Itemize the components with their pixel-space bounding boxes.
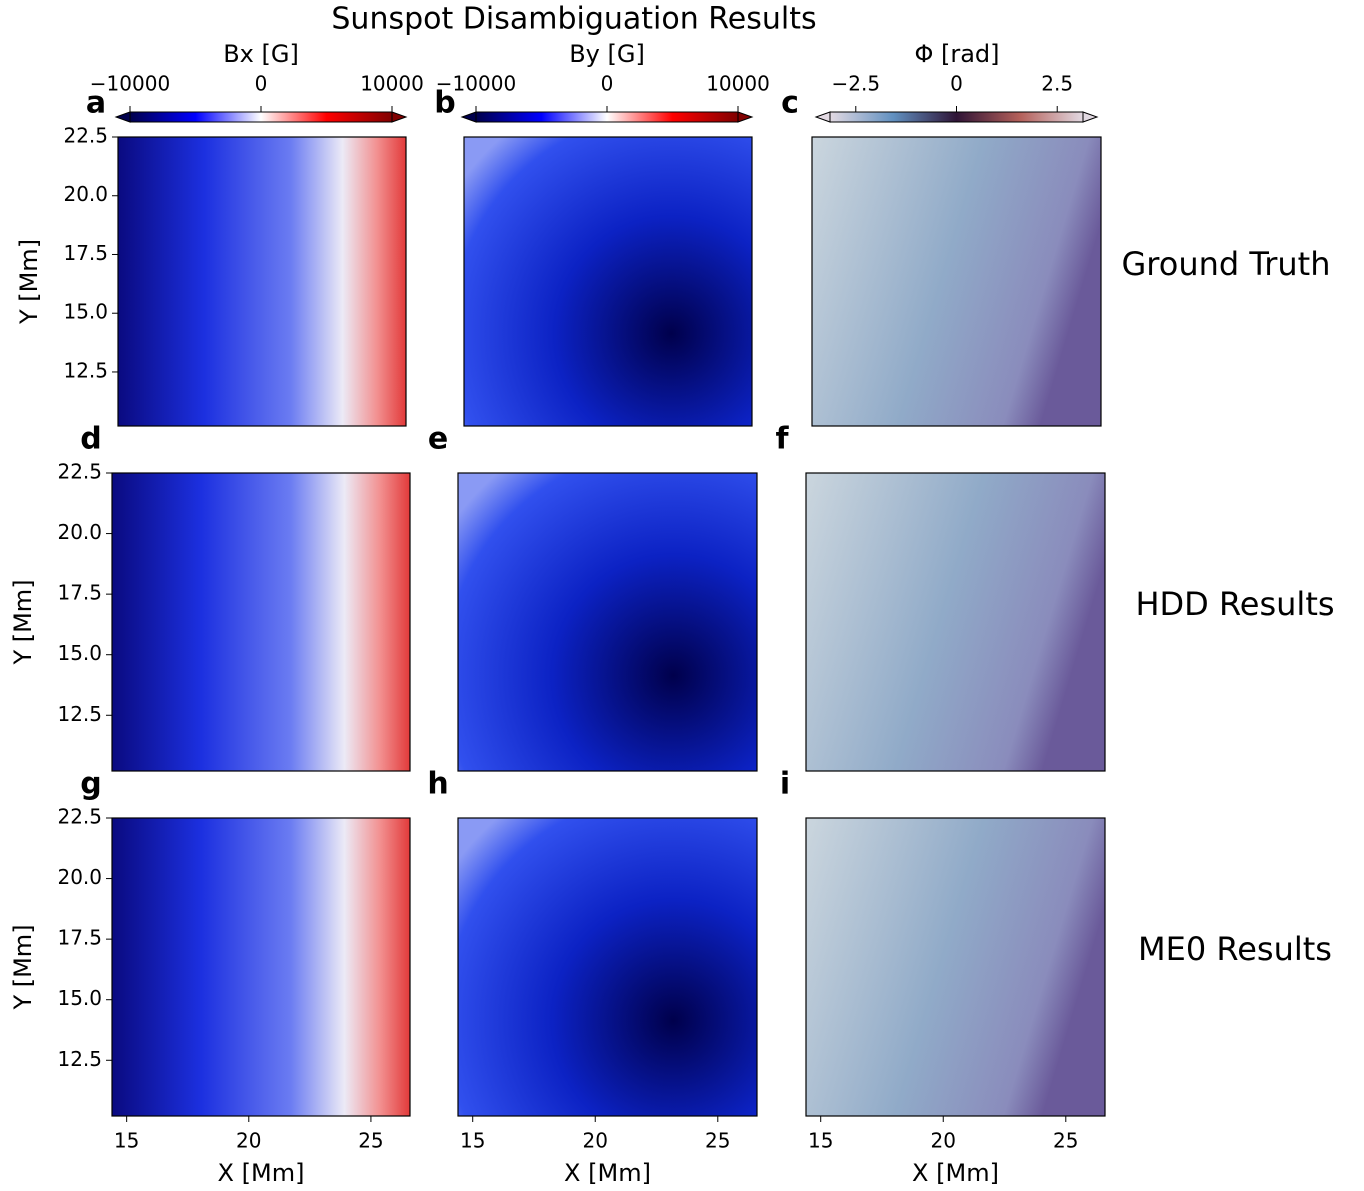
y-tick-label: 15.0 <box>57 641 102 665</box>
figure-title: Sunspot Disambiguation Results <box>331 2 816 37</box>
y-tick-label: 22.5 <box>63 124 108 148</box>
colorbar-label: Φ [rad] <box>914 40 999 68</box>
heatmap-image <box>112 473 410 771</box>
panel-letter: g <box>80 767 101 802</box>
panel-letter: f <box>775 422 789 457</box>
colorbar-extend <box>460 111 477 123</box>
y-tick-label: 12.5 <box>63 358 108 382</box>
axes-frame <box>463 136 753 427</box>
x-axis-label: X [Mm] <box>218 1159 305 1187</box>
colorbar <box>129 111 393 123</box>
heatmap-image <box>458 473 757 771</box>
panel-letter: a <box>86 86 106 121</box>
x-tick-label: 25 <box>705 1129 730 1153</box>
colorbar <box>475 111 739 123</box>
colorbar-tick-label: 0 <box>601 72 614 96</box>
x-tick-label: 15 <box>460 1129 485 1153</box>
colorbar-extend <box>1082 111 1099 123</box>
axes-frame <box>117 136 407 427</box>
heatmap-image <box>464 137 752 426</box>
colorbar-tick-label: −2.5 <box>831 72 880 96</box>
x-tick-label: 20 <box>583 1129 608 1153</box>
colorbar-label: Bx [G] <box>223 40 299 68</box>
heatmap-image <box>806 818 1105 1116</box>
panel-letter: d <box>80 422 101 457</box>
axes-frame <box>811 136 1102 427</box>
x-tick-label: 25 <box>358 1129 383 1153</box>
x-tick-label: 15 <box>808 1129 833 1153</box>
axes-frame <box>111 472 411 772</box>
y-tick-label: 17.5 <box>57 926 102 950</box>
y-tick-label: 20.0 <box>57 520 102 544</box>
y-axis-label: Y [Mm] <box>9 924 37 1010</box>
y-tick-label: 12.5 <box>57 1047 102 1071</box>
y-tick-label: 22.5 <box>57 805 102 829</box>
x-tick-label: 25 <box>1053 1129 1078 1153</box>
y-axis-label: Y [Mm] <box>15 239 43 325</box>
heatmap-image <box>458 818 757 1116</box>
colorbar <box>829 111 1084 123</box>
panel-letter: e <box>428 422 448 457</box>
x-axis-label: X [Mm] <box>912 1159 999 1187</box>
y-tick-label: 20.0 <box>63 182 108 206</box>
panel-letter: b <box>434 86 455 121</box>
axes-frame <box>805 817 1106 1117</box>
colorbar-tick-label: −10000 <box>436 72 516 96</box>
y-tick-label: 17.5 <box>57 581 102 605</box>
y-tick-label: 12.5 <box>57 702 102 726</box>
colorbar-tick-label: −10000 <box>90 72 170 96</box>
heatmap-image <box>118 137 406 426</box>
panel-letter: h <box>427 767 448 802</box>
colorbar-tick-label: 10000 <box>360 72 424 96</box>
heatmap-image <box>806 473 1105 771</box>
y-axis-label: Y [Mm] <box>9 579 37 665</box>
x-tick-label: 20 <box>931 1129 956 1153</box>
x-tick-label: 20 <box>236 1129 261 1153</box>
heatmap-image <box>812 137 1101 426</box>
colorbar-tick-label: 0 <box>255 72 268 96</box>
y-tick-label: 15.0 <box>57 986 102 1010</box>
row-label: ME0 Results <box>1138 930 1332 968</box>
x-tick-label: 15 <box>114 1129 139 1153</box>
colorbar-extend <box>114 111 131 123</box>
axes-frame <box>457 472 758 772</box>
heatmap-image <box>112 818 410 1116</box>
colorbar-tick-label: 0 <box>950 72 963 96</box>
panel-letter: i <box>780 767 790 802</box>
row-label: HDD Results <box>1135 585 1334 623</box>
y-tick-label: 22.5 <box>57 460 102 484</box>
y-tick-label: 17.5 <box>63 241 108 265</box>
axes-frame <box>111 817 411 1117</box>
colorbar-extend <box>814 111 831 123</box>
colorbar-tick-label: 10000 <box>706 72 770 96</box>
colorbar-label: By [G] <box>569 40 645 68</box>
y-tick-label: 20.0 <box>57 865 102 889</box>
axes-frame <box>457 817 758 1117</box>
panel-letter: c <box>781 86 799 121</box>
axes-frame <box>805 472 1106 772</box>
row-label: Ground Truth <box>1122 245 1331 283</box>
colorbar-extend <box>391 111 408 123</box>
x-axis-label: X [Mm] <box>564 1159 651 1187</box>
colorbar-tick-label: 2.5 <box>1041 72 1073 96</box>
colorbar-extend <box>737 111 754 123</box>
y-tick-label: 15.0 <box>63 300 108 324</box>
